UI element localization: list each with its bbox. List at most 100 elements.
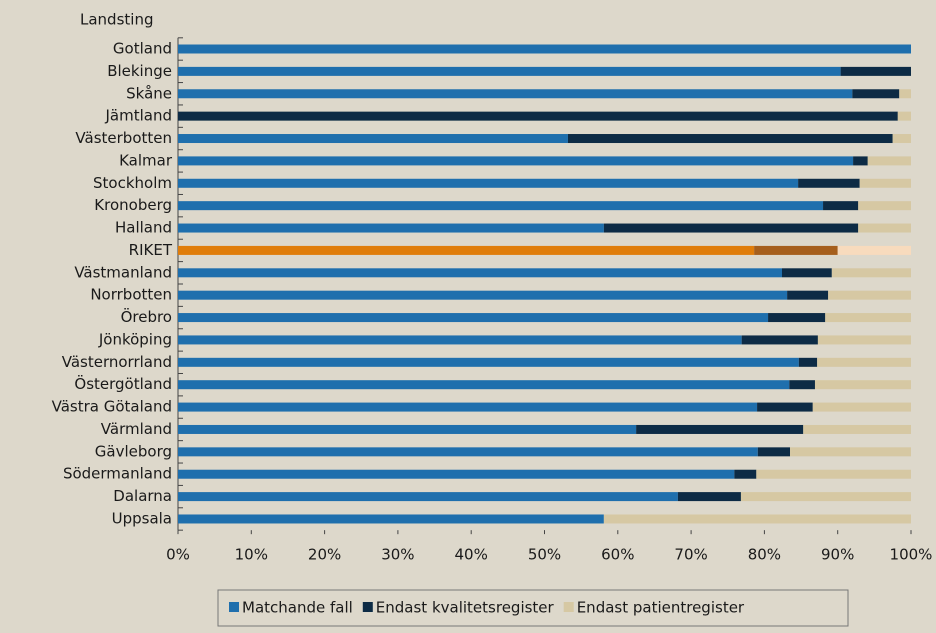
bar-segment [603,223,859,233]
bar-segment [754,245,838,255]
y-tick-label: Västernorrland [62,353,172,371]
bar-segment [858,223,911,233]
bar-segment [178,66,841,76]
y-tick-label: Gotland [113,40,172,58]
bar-segment [787,290,829,300]
legend-swatch [229,602,239,612]
x-tick-label: 50% [528,546,561,564]
y-tick-label: Stockholm [93,174,172,192]
bar-segment [790,447,911,457]
bar-segment [178,514,604,524]
bar-segment [603,514,911,524]
legend-label: Matchande fall [242,599,353,617]
y-tick-label: RIKET [129,241,173,259]
axis-title: Landsting [80,11,153,29]
bar-segment [178,313,769,323]
bar-segment [817,357,911,367]
bar-segment [828,290,911,300]
bar-segment [852,89,900,99]
bar-segment [812,402,911,412]
bar-segment [178,111,898,121]
y-tick-label: Gävleborg [95,442,172,460]
y-tick-label: Västra Götaland [52,398,172,416]
y-tick-label: Kalmar [119,151,173,169]
bar-segment [178,357,799,367]
bar-segment [178,492,678,502]
bar-segment [178,469,735,479]
bar-segment [823,201,859,211]
bar-segment [178,380,790,390]
bar-segment [734,469,757,479]
bar-segment [825,313,911,323]
y-tick-label: Kronoberg [94,196,172,214]
bar-segment [814,380,911,390]
y-tick-label: Jämtland [105,107,173,125]
bar-segment [899,89,911,99]
bar-segment [178,268,782,278]
bar-segment [178,201,824,211]
x-tick-label: 20% [308,546,341,564]
x-tick-label: 40% [455,546,488,564]
y-tick-label: Dalarna [113,487,172,505]
x-tick-label: 0% [166,546,190,564]
bar-segment [178,134,568,144]
legend-box [217,589,849,627]
bar-segment [178,44,911,54]
bar-segment [178,89,853,99]
x-tick-label: 30% [381,546,414,564]
bar-segment [677,492,741,502]
y-tick-label: Västmanland [74,263,172,281]
legend-swatch [563,602,574,612]
bar-segment [798,178,860,188]
bar-segment [636,424,804,434]
x-tick-label: 80% [748,546,781,564]
x-tick-label: 70% [674,546,707,564]
bar-segment [178,178,799,188]
bar-segment [859,178,911,188]
bar-segment [768,313,826,323]
bar-segment [853,156,868,166]
bar-segment [837,245,911,255]
bar-segment [867,156,911,166]
y-tick-label: Östergötland [74,374,172,393]
legend-label: Endast kvalitetsregister [376,599,555,617]
bar-segment [178,223,604,233]
bar-segment [892,134,911,144]
y-tick-label: Halland [115,219,172,237]
x-tick-label: 10% [235,546,268,564]
bar-segment [178,402,758,412]
x-tick-label: 100% [890,546,933,564]
bar-segment [757,402,813,412]
bar-segment [178,290,788,300]
y-tick-label: Blekinge [107,62,172,80]
bar-segment [178,424,637,434]
bar-segment [178,447,758,457]
y-tick-label: Örebro [121,307,172,326]
bar-segment [897,111,911,121]
bar-segment [798,357,818,367]
bar-segment [178,156,854,166]
y-tick-label: Jönköping [98,330,172,348]
bar-segment [789,380,815,390]
y-tick-label: Södermanland [63,465,172,483]
bar-segment [178,245,755,255]
bar-segment [178,335,742,345]
y-tick-label: Skåne [126,84,172,102]
bar-segment [831,268,911,278]
legend-label: Endast patientregister [577,599,745,617]
x-tick-label: 90% [821,546,854,564]
bar-segment [781,268,832,278]
bar-segment [803,424,911,434]
bar-segment [741,335,818,345]
bar-segment [756,469,911,479]
bar-segment [757,447,791,457]
bar-segment [817,335,911,345]
y-tick-label: Västerbotten [75,129,172,147]
y-tick-label: Uppsala [112,509,172,527]
legend-swatch [362,602,373,612]
bar-segment [740,492,911,502]
x-tick-label: 60% [601,546,634,564]
bar-segment [840,66,911,76]
y-tick-label: Värmland [101,420,172,438]
